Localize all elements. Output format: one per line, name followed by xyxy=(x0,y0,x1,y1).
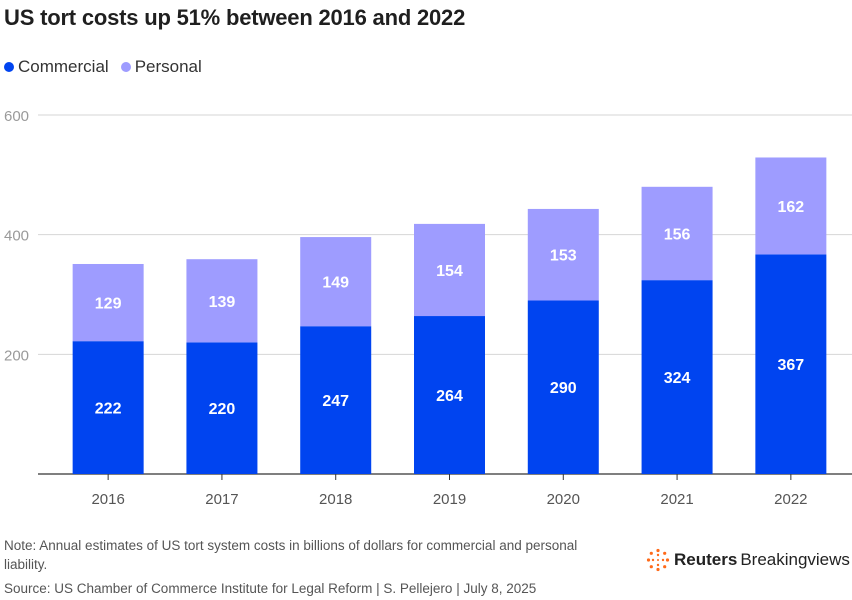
reuters-logo-icon xyxy=(646,548,670,572)
brand-breakingviews: Breakingviews xyxy=(740,550,850,569)
bar-personal-2020 xyxy=(527,208,599,301)
bar-commercial-2016 xyxy=(72,341,144,474)
data-label-personal-2021: 156 xyxy=(664,226,691,243)
bar-personal-2016 xyxy=(72,263,144,342)
x-tick-label-2018: 2018 xyxy=(319,491,352,508)
data-label-personal-2016: 129 xyxy=(95,296,122,313)
bar-commercial-2021 xyxy=(641,280,713,474)
legend-label-commercial: Commercial xyxy=(18,57,109,76)
legend-dot-personal xyxy=(120,62,131,72)
data-label-personal-2019: 154 xyxy=(436,263,463,280)
bar-commercial-2017 xyxy=(186,342,258,474)
bar-personal-2019 xyxy=(414,223,485,317)
stacked-bar-chart: 200 400 600 222 129 2016 220 139 2017 247 149 2018 2… xyxy=(4,108,852,508)
data-label-personal-2022: 162 xyxy=(778,199,805,216)
y-tick-label-600: 600 xyxy=(4,108,29,125)
legend-label-personal: Personal xyxy=(134,57,202,76)
data-label-commercial-2021: 324 xyxy=(664,370,691,387)
chart-title: US tort costs up 51% between 2016 and 20… xyxy=(4,5,466,30)
bar-commercial-2022 xyxy=(755,254,827,474)
bar-commercial-2020 xyxy=(527,300,599,474)
data-label-commercial-2018: 247 xyxy=(322,393,349,410)
data-label-commercial-2020: 290 xyxy=(550,380,577,397)
x-tick-label-2017: 2017 xyxy=(205,491,238,508)
legend-item-personal: Personal xyxy=(120,57,202,77)
x-tick-label-2020: 2020 xyxy=(547,491,580,508)
footer-source: Source: US Chamber of Commerce Institute… xyxy=(4,581,537,596)
data-label-commercial-2016: 222 xyxy=(95,401,122,418)
x-tick-label-2016: 2016 xyxy=(91,491,124,508)
y-tick-label-200: 200 xyxy=(4,347,29,364)
bar-personal-2018 xyxy=(300,237,372,327)
x-tick-label-2022: 2022 xyxy=(774,491,807,508)
legend-item-commercial: Commercial xyxy=(4,57,109,77)
data-label-commercial-2017: 220 xyxy=(209,401,236,418)
data-label-commercial-2019: 264 xyxy=(436,388,463,405)
y-tick-label-400: 400 xyxy=(4,228,29,245)
x-tick-label-2021: 2021 xyxy=(660,491,693,508)
data-label-commercial-2022: 367 xyxy=(778,357,805,374)
data-label-personal-2018: 149 xyxy=(322,275,349,292)
legend-dot-commercial xyxy=(4,62,14,72)
bar-commercial-2018 xyxy=(300,326,372,474)
x-tick-label-2019: 2019 xyxy=(433,491,466,508)
bar-personal-2017 xyxy=(186,259,258,343)
brand-reuters: Reuters xyxy=(674,550,738,569)
bar-personal-2021 xyxy=(641,186,713,281)
bar-personal-2022 xyxy=(755,157,827,255)
footer-note: Note: Annual estimates of US tort system… xyxy=(4,538,578,572)
bar-commercial-2019 xyxy=(414,316,485,474)
data-label-personal-2020: 153 xyxy=(550,248,577,265)
brand-logo: Reuters Breakingviews xyxy=(646,548,850,572)
data-label-personal-2017: 139 xyxy=(209,294,236,311)
legend: Commercial Personal xyxy=(4,57,214,77)
